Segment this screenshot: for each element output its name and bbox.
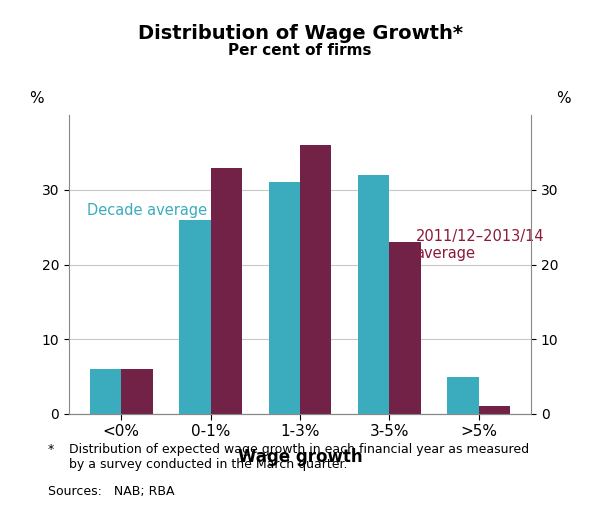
X-axis label: Wage growth: Wage growth: [238, 447, 362, 466]
Bar: [121, 369, 152, 414]
Text: Decade average: Decade average: [88, 203, 208, 219]
Text: Per cent of firms: Per cent of firms: [228, 43, 372, 58]
Text: Distribution of expected wage growth in each financial year as measured
by a sur: Distribution of expected wage growth in …: [69, 443, 529, 471]
Text: *: *: [48, 443, 54, 456]
Bar: [448, 377, 479, 414]
Text: %: %: [29, 91, 44, 106]
Bar: [389, 242, 421, 414]
Text: Distribution of Wage Growth*: Distribution of Wage Growth*: [137, 24, 463, 42]
Bar: [358, 175, 389, 414]
Bar: [211, 168, 242, 414]
Bar: [90, 369, 121, 414]
Text: Sources:   NAB; RBA: Sources: NAB; RBA: [48, 485, 175, 498]
Bar: [269, 182, 300, 414]
Bar: [479, 407, 510, 414]
Text: %: %: [556, 91, 571, 106]
Text: 2011/12–2013/14
average: 2011/12–2013/14 average: [415, 229, 544, 261]
Bar: [179, 220, 211, 414]
Bar: [300, 145, 331, 414]
